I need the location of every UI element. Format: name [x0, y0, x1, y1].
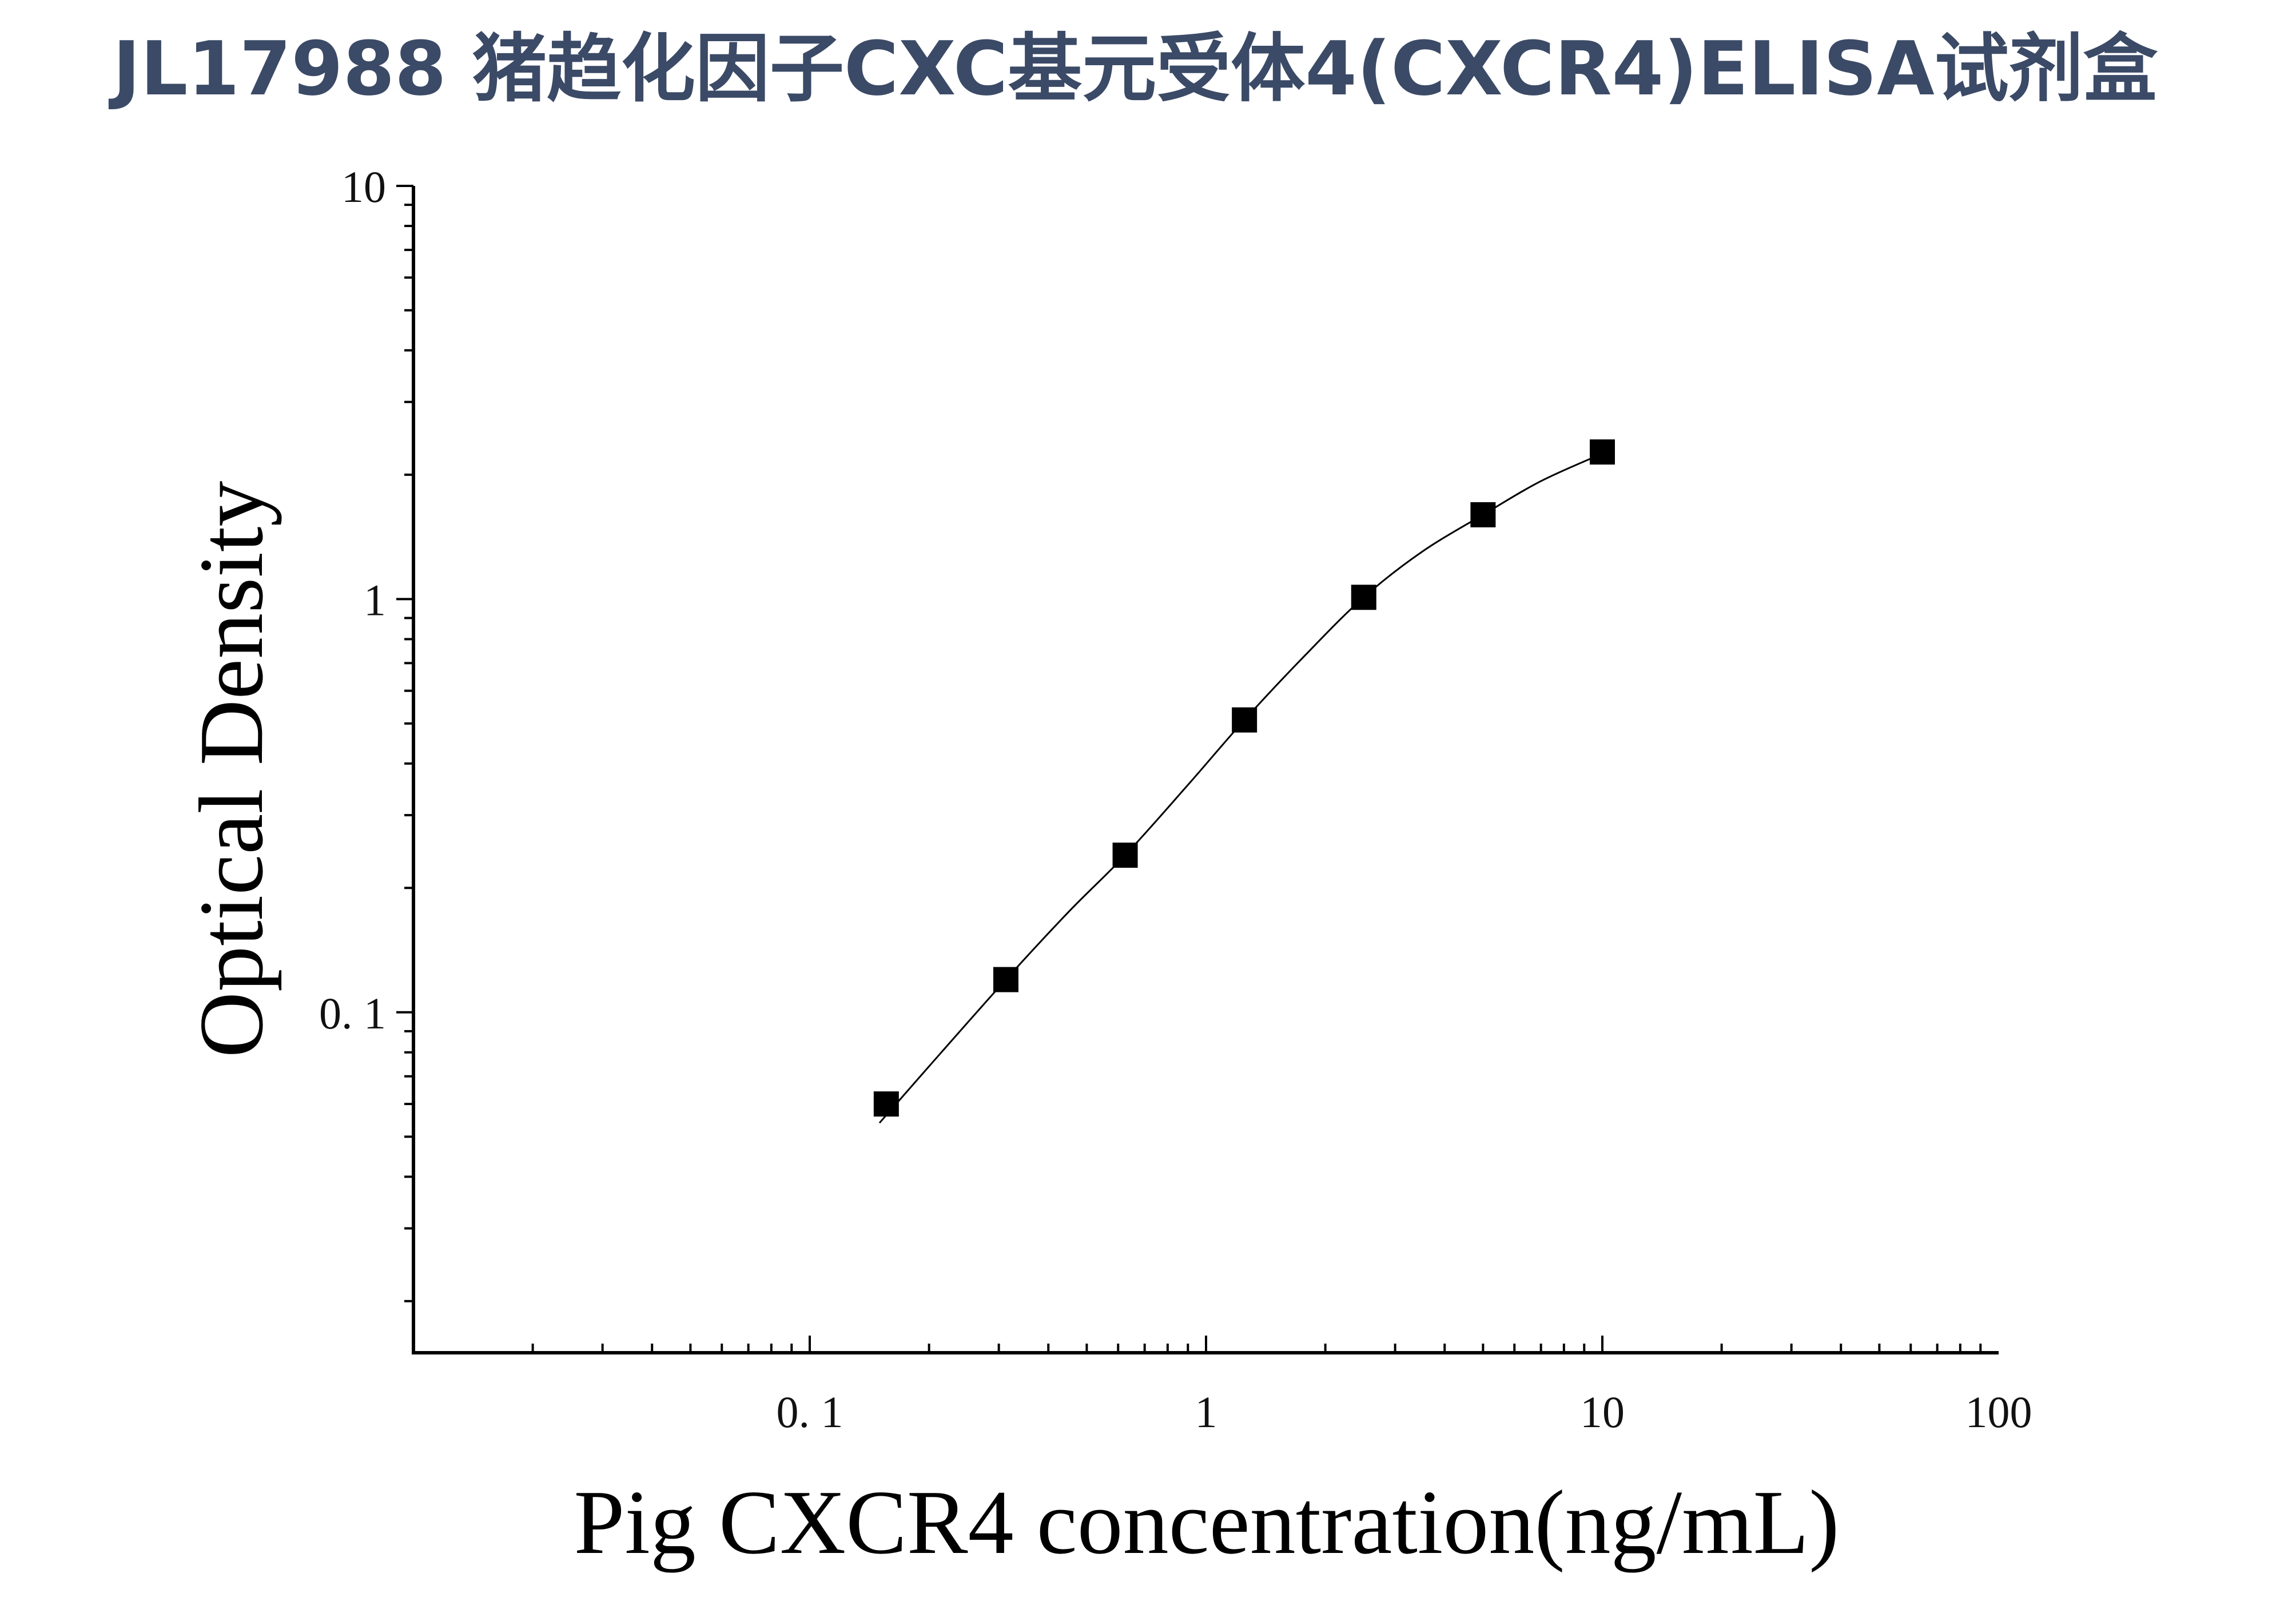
y-tick-label: 10	[341, 162, 386, 212]
data-points	[873, 439, 1615, 1117]
data-point	[1590, 439, 1615, 465]
data-point	[1470, 502, 1496, 527]
page-title: JL17988 猪趋化因子CXC基元受体4(CXCR4)ELISA试剂盒	[108, 25, 2158, 112]
y-ticks: 0. 1 1 10	[319, 162, 413, 1302]
axes	[412, 186, 1999, 1354]
data-point	[1232, 707, 1258, 733]
x-tick-label: 10	[1580, 1387, 1625, 1437]
data-point	[1112, 843, 1138, 868]
y-axis-label: Optical Density	[180, 481, 282, 1058]
fit-curve	[878, 452, 1603, 1124]
data-point	[873, 1091, 899, 1117]
fit-curve-group	[878, 452, 1603, 1124]
x-tick-label: 0. 1	[777, 1387, 843, 1437]
x-tick-label: 100	[1965, 1387, 2032, 1437]
x-axis-label: Pig CXCR4 concentration(ng/mL)	[574, 1471, 1839, 1573]
y-tick-label: 0. 1	[319, 988, 386, 1038]
x-tick-label: 1	[1195, 1387, 1217, 1437]
data-point	[993, 967, 1018, 992]
y-tick-label: 1	[364, 575, 386, 625]
data-point	[1351, 585, 1376, 610]
x-ticks: 0. 1 1 10 100	[531, 1336, 2032, 1437]
